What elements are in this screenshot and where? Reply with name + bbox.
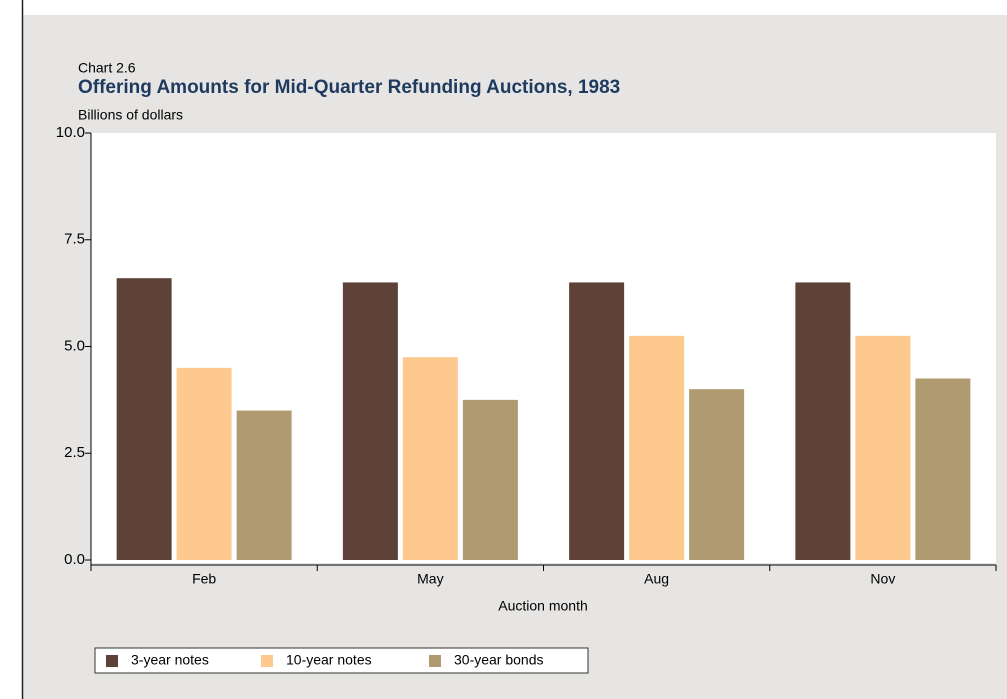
chart-title: Offering Amounts for Mid-Quarter Refundi… [78, 77, 620, 98]
y-tick-label: 5.0 [64, 337, 85, 354]
bar [342, 282, 398, 560]
legend-swatch [106, 655, 118, 667]
y-tick-label: 7.5 [64, 231, 85, 248]
x-tick-label: Nov [870, 571, 895, 587]
y-axis-label: Billions of dollars [78, 107, 183, 123]
bar [176, 367, 232, 560]
x-tick-label: Feb [192, 571, 216, 587]
bar [795, 282, 851, 560]
x-tick-label: May [417, 571, 443, 587]
x-axis-label: Auction month [498, 598, 588, 614]
bar [116, 278, 172, 560]
legend-swatch [429, 655, 441, 667]
legend-label: 30-year bonds [454, 652, 544, 668]
bar [569, 282, 625, 560]
bar [462, 399, 518, 560]
x-tick-label: Aug [644, 571, 669, 587]
legend-swatch [261, 655, 273, 667]
bar [236, 410, 292, 560]
bar [629, 335, 685, 560]
bar [855, 335, 911, 560]
y-tick-label: 0.0 [64, 551, 85, 568]
chart-label: Chart 2.6 [78, 60, 136, 76]
bar [915, 378, 971, 560]
y-tick-label: 2.5 [64, 444, 85, 461]
legend [94, 647, 589, 674]
y-tick-label: 10.0 [56, 124, 85, 141]
legend-label: 10-year notes [286, 652, 372, 668]
bar [402, 357, 458, 560]
legend-label: 3-year notes [131, 652, 209, 668]
bar [689, 389, 745, 560]
